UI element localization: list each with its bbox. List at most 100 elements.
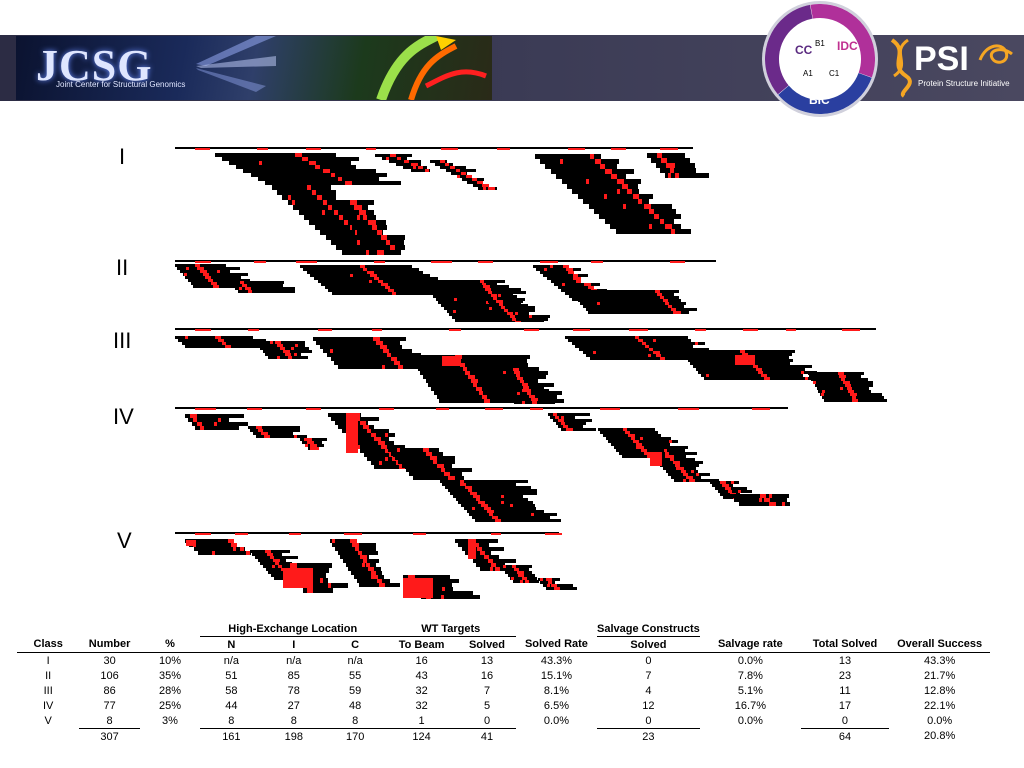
alignment-bar bbox=[238, 290, 295, 293]
alignment-highlight bbox=[483, 285, 490, 288]
circle-label: A1 bbox=[803, 69, 813, 78]
alignment-bar bbox=[448, 489, 537, 492]
alignment-bar bbox=[578, 299, 681, 302]
alignment-highlight bbox=[691, 470, 694, 473]
alignment-highlight bbox=[801, 371, 804, 374]
table-cell: 59 bbox=[349, 684, 362, 697]
alignment-highlight bbox=[645, 345, 649, 348]
alignment-highlight bbox=[385, 433, 388, 437]
alignment-highlight bbox=[472, 507, 475, 510]
alignment-highlight bbox=[463, 367, 467, 371]
alignment-bar bbox=[469, 513, 557, 516]
group-header-salvage: Salvage Constructs bbox=[596, 621, 701, 637]
reference-highlight bbox=[449, 329, 461, 331]
alignment-highlight bbox=[740, 350, 745, 353]
alignment-highlight bbox=[854, 399, 858, 402]
alignment-bar bbox=[473, 559, 516, 563]
alignment-bar bbox=[480, 567, 507, 571]
alignment-bar bbox=[183, 273, 248, 276]
alignment-highlight bbox=[265, 550, 271, 553]
alignment-highlight bbox=[664, 449, 667, 452]
alignment-highlight bbox=[328, 583, 331, 588]
alignment-bar bbox=[185, 276, 241, 279]
alignment-highlight bbox=[759, 498, 762, 502]
alignment-highlight bbox=[488, 291, 492, 294]
alignment-highlight bbox=[566, 428, 573, 431]
reference-highlight bbox=[591, 261, 603, 263]
alignment-highlight bbox=[228, 539, 234, 543]
alignment-bar bbox=[502, 315, 550, 318]
alignment-bar bbox=[343, 559, 379, 563]
alignment-highlight bbox=[560, 159, 563, 164]
alignment-highlight bbox=[374, 575, 378, 579]
alignment-highlight bbox=[381, 445, 387, 449]
alignment-highlight bbox=[363, 268, 367, 271]
alignment-highlight bbox=[440, 160, 445, 163]
alignment-highlight bbox=[628, 434, 635, 437]
alignment-bar bbox=[545, 164, 617, 169]
alignment-highlight bbox=[516, 368, 519, 371]
alignment-bar bbox=[391, 452, 443, 456]
alignment-highlight bbox=[473, 383, 477, 387]
alignment-highlight bbox=[359, 210, 366, 215]
alignment-highlight bbox=[512, 565, 516, 568]
alignment-highlight bbox=[294, 435, 297, 438]
reference-highlight bbox=[568, 148, 585, 150]
alignment-bar bbox=[594, 209, 676, 214]
alignment-bar bbox=[491, 303, 521, 306]
alignment-highlight bbox=[510, 315, 515, 318]
alignment-highlight bbox=[441, 595, 444, 599]
alignment-highlight bbox=[453, 310, 456, 313]
alignment-bar bbox=[461, 504, 535, 507]
alignment-highlight bbox=[491, 563, 496, 567]
alignment-bar bbox=[658, 461, 703, 464]
table-cell: 15.1% bbox=[540, 669, 573, 682]
reference-highlight bbox=[743, 329, 758, 331]
alignment-highlight bbox=[653, 339, 656, 342]
reference-highlight bbox=[289, 533, 301, 535]
alignment-highlight bbox=[593, 351, 596, 354]
alignment-bar bbox=[342, 429, 389, 433]
alignment-bar bbox=[583, 351, 703, 354]
alignment-highlight bbox=[501, 501, 504, 504]
alignment-highlight bbox=[388, 289, 394, 292]
table-cell: 1 bbox=[385, 713, 458, 729]
alignment-highlight bbox=[460, 483, 463, 486]
circle-label: BIC bbox=[809, 93, 830, 107]
alignment-bar bbox=[409, 472, 462, 476]
table-cell: 43.3% bbox=[540, 654, 573, 667]
table-cell: 0.0% bbox=[927, 714, 953, 727]
reference-highlight bbox=[248, 329, 259, 331]
alignment-highlight-block bbox=[283, 568, 313, 588]
alignment-highlight bbox=[197, 267, 204, 270]
alignment-highlight bbox=[670, 458, 674, 461]
alignment-highlight bbox=[465, 486, 472, 489]
alignment-highlight bbox=[433, 460, 437, 464]
alignment-highlight bbox=[756, 368, 762, 371]
alignment-bar bbox=[307, 271, 423, 274]
group-header-row: High-Exchange Location WT Targets Salvag… bbox=[17, 621, 990, 637]
alignment-highlight bbox=[623, 428, 627, 431]
alignment-highlight bbox=[617, 189, 620, 194]
alignment-bar bbox=[548, 413, 590, 416]
alignment-highlight bbox=[304, 438, 307, 441]
alignment-highlight bbox=[225, 345, 231, 348]
alignment-bar bbox=[660, 168, 696, 173]
alignment-highlight bbox=[488, 187, 495, 190]
alignment-highlight bbox=[363, 210, 366, 215]
alignment-highlight bbox=[671, 229, 675, 234]
alignment-bar bbox=[403, 575, 450, 579]
total-cell bbox=[17, 729, 79, 745]
alignment-highlight bbox=[360, 421, 366, 425]
alignment-highlight bbox=[357, 240, 360, 245]
alignment-highlight bbox=[258, 429, 263, 432]
reference-highlight bbox=[306, 148, 321, 150]
alignment-highlight bbox=[640, 437, 643, 440]
table-row: II 106 35% 51 85 55 43 16 15.1% 7 7.8% 23 21.7% bbox=[17, 668, 990, 683]
alignment-bar bbox=[588, 311, 689, 314]
reference-highlight bbox=[195, 148, 210, 150]
alignment-highlight bbox=[720, 481, 726, 484]
alignment-highlight bbox=[374, 277, 379, 280]
alignment-highlight bbox=[655, 290, 660, 293]
total-cell bbox=[516, 729, 597, 745]
